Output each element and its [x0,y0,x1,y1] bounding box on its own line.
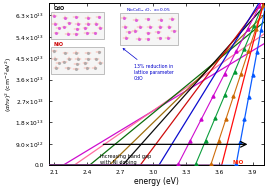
FancyBboxPatch shape [51,47,104,74]
Text: CdO: CdO [53,6,65,11]
Text: $\rm Ni_xCd_{1-x}O,\ x\!=\!0.05$: $\rm Ni_xCd_{1-x}O,\ x\!=\!0.05$ [126,7,171,14]
Text: Increasing band gap
with Ni doping: Increasing band gap with Ni doping [100,154,152,165]
FancyBboxPatch shape [120,13,178,45]
FancyBboxPatch shape [51,12,104,39]
Text: 13% reduction in
lattice parameter
CdO: 13% reduction in lattice parameter CdO [123,49,173,81]
Text: NiO: NiO [233,160,244,165]
Text: NiO: NiO [53,42,64,47]
Y-axis label: $(\alpha h\nu)^2\ \rm(cm^{-2}eV^2)$: $(\alpha h\nu)^2\ \rm(cm^{-2}eV^2)$ [3,57,14,112]
X-axis label: energy (eV): energy (eV) [134,177,179,186]
